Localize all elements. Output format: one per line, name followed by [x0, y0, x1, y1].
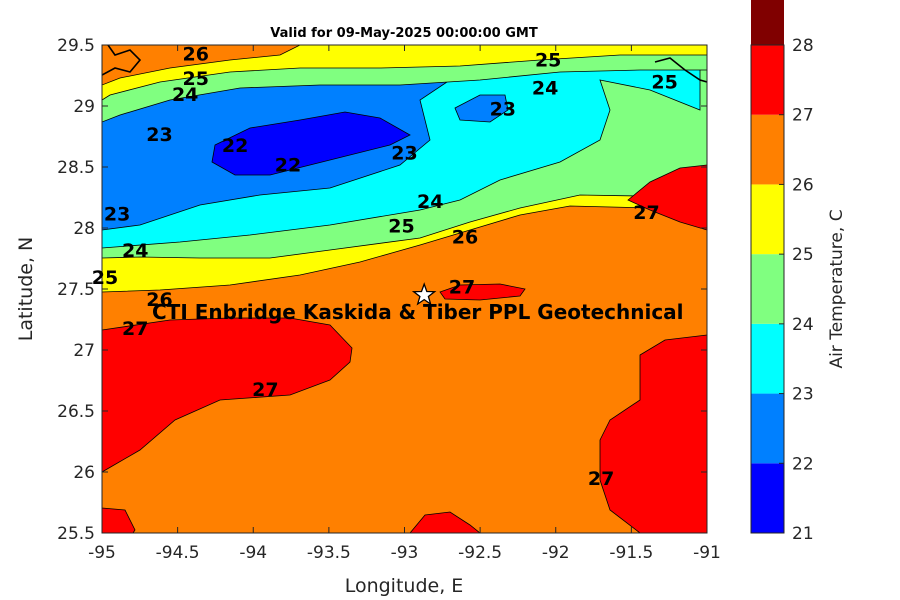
- contour-label: 25: [651, 72, 677, 94]
- colorbar-tick-label: 22: [792, 454, 814, 474]
- colorbar-tick-label: 25: [792, 245, 814, 265]
- site-label: CTI Enbridge Kaskida & Tiber PPL Geotech…: [152, 300, 684, 324]
- colorbar-tick-label: 23: [792, 385, 814, 405]
- colorbar-swatch: [751, 184, 784, 255]
- x-tick-label: -93: [391, 543, 419, 563]
- y-tick-label: 25.5: [57, 524, 95, 544]
- contour-label: 25: [183, 68, 209, 90]
- y-tick-label: 26.5: [57, 402, 95, 422]
- band-27-28-east-lower: [599, 334, 707, 533]
- colorbar-frame: [750, 44, 785, 534]
- colorbar-tick-label: 21: [792, 524, 814, 544]
- x-tick-label: -92: [542, 543, 570, 563]
- contour-label: 27: [588, 468, 614, 490]
- colorbar-tick-label: 27: [792, 106, 814, 126]
- x-axis: -95 -94.5 -94 -93.5 -93 -92.5 -92 -91.5 -91: [88, 45, 721, 563]
- band-27-28-west: [102, 317, 353, 473]
- contour-label: 25: [535, 50, 561, 72]
- contour-label: 27: [122, 318, 148, 340]
- colorbar-swatch: [751, 0, 784, 46]
- y-axis-label: Latitude, N: [15, 237, 37, 342]
- contour-label: 26: [146, 289, 172, 311]
- contour-label: 27: [252, 379, 278, 401]
- site-marker-group: CTI Enbridge Kaskida & Tiber PPL Geotech…: [152, 282, 684, 324]
- contour-label: 22: [222, 135, 248, 157]
- x-tick-label: -94.5: [156, 543, 200, 563]
- contour-label: 25: [92, 267, 118, 289]
- y-tick-label: 29: [73, 97, 95, 117]
- contour-label: 23: [104, 203, 130, 225]
- band-26-27-upper: [102, 45, 301, 86]
- colorbar-tick-label: 24: [792, 315, 814, 335]
- contour-label: 26: [183, 44, 209, 66]
- contour-label: 23: [146, 124, 172, 146]
- colorbar-swatch: [751, 114, 784, 185]
- y-tick-label: 26: [73, 463, 95, 483]
- colorbar-label: Air Temperature, C: [827, 209, 847, 368]
- contour-label: 22: [275, 155, 301, 177]
- x-axis-label: Longitude, E: [345, 575, 464, 597]
- contour-label: 26: [452, 227, 478, 249]
- y-tick-label: 28.5: [57, 158, 95, 178]
- contour-label: 27: [633, 202, 659, 224]
- contour-label: 24: [417, 191, 443, 213]
- coastline-ne: [654, 57, 707, 83]
- band-25-26-upper: [102, 45, 707, 101]
- x-tick-label: -94: [239, 543, 267, 563]
- contour-label: 23: [391, 142, 417, 164]
- x-tick-label: -91: [693, 543, 721, 563]
- x-tick-label: -95: [88, 543, 116, 563]
- contour-label: 23: [490, 98, 516, 120]
- band-22-23-cell: [454, 94, 509, 123]
- band-27-28-south: [409, 511, 481, 533]
- band-27-28-sw: [102, 507, 136, 533]
- colorbar-tick-label: 28: [792, 36, 814, 56]
- site-star-marker: [411, 282, 437, 306]
- x-tick-label: -93.5: [307, 543, 351, 563]
- y-tick-label: 28: [73, 219, 95, 239]
- colorbar-swatch: [751, 323, 784, 394]
- contour-label: 24: [172, 84, 198, 106]
- colorbar-swatch: [751, 254, 784, 324]
- band-27-28-center: [439, 283, 526, 301]
- colorbar-swatch: [751, 463, 784, 533]
- band-27-28-east-upper: [627, 164, 707, 231]
- y-axis: 25.5 26 26.5 27 27.5 28 28.5 29 29.5: [57, 36, 707, 544]
- contour-label: 25: [388, 216, 414, 238]
- contour-label: 24: [122, 240, 148, 262]
- colorbar-swatch: [751, 393, 784, 464]
- chart-title: Valid for 09-May-2025 00:00:00 GMT: [270, 26, 538, 41]
- y-tick-label: 29.5: [57, 36, 95, 56]
- band-21-22: [211, 111, 411, 176]
- contour-field: [102, 45, 707, 533]
- y-tick-label: 27.5: [57, 280, 95, 300]
- contour-label: 24: [532, 78, 558, 100]
- coastline-nw: [102, 45, 142, 76]
- y-tick-label: 27: [73, 341, 95, 361]
- x-tick-label: -92.5: [458, 543, 502, 563]
- colorbar-tick-label: 26: [792, 175, 814, 195]
- contour-label: 27: [449, 277, 475, 299]
- x-tick-label: -91.5: [609, 543, 653, 563]
- colorbar: 21 22 23 24 25 26 27 28: [750, 0, 814, 544]
- colorbar-swatch: [751, 45, 784, 115]
